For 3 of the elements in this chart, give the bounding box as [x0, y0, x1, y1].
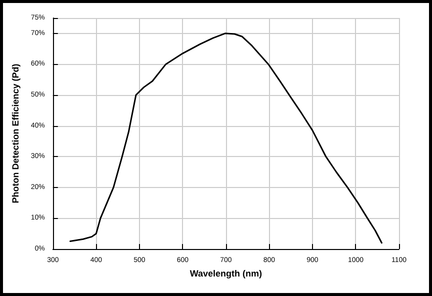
line-series: [69, 32, 382, 244]
y-axis-title: Photon Detection Efficiency (Pd): [10, 64, 20, 204]
x-axis-title: Wavelength (nm): [190, 268, 262, 278]
